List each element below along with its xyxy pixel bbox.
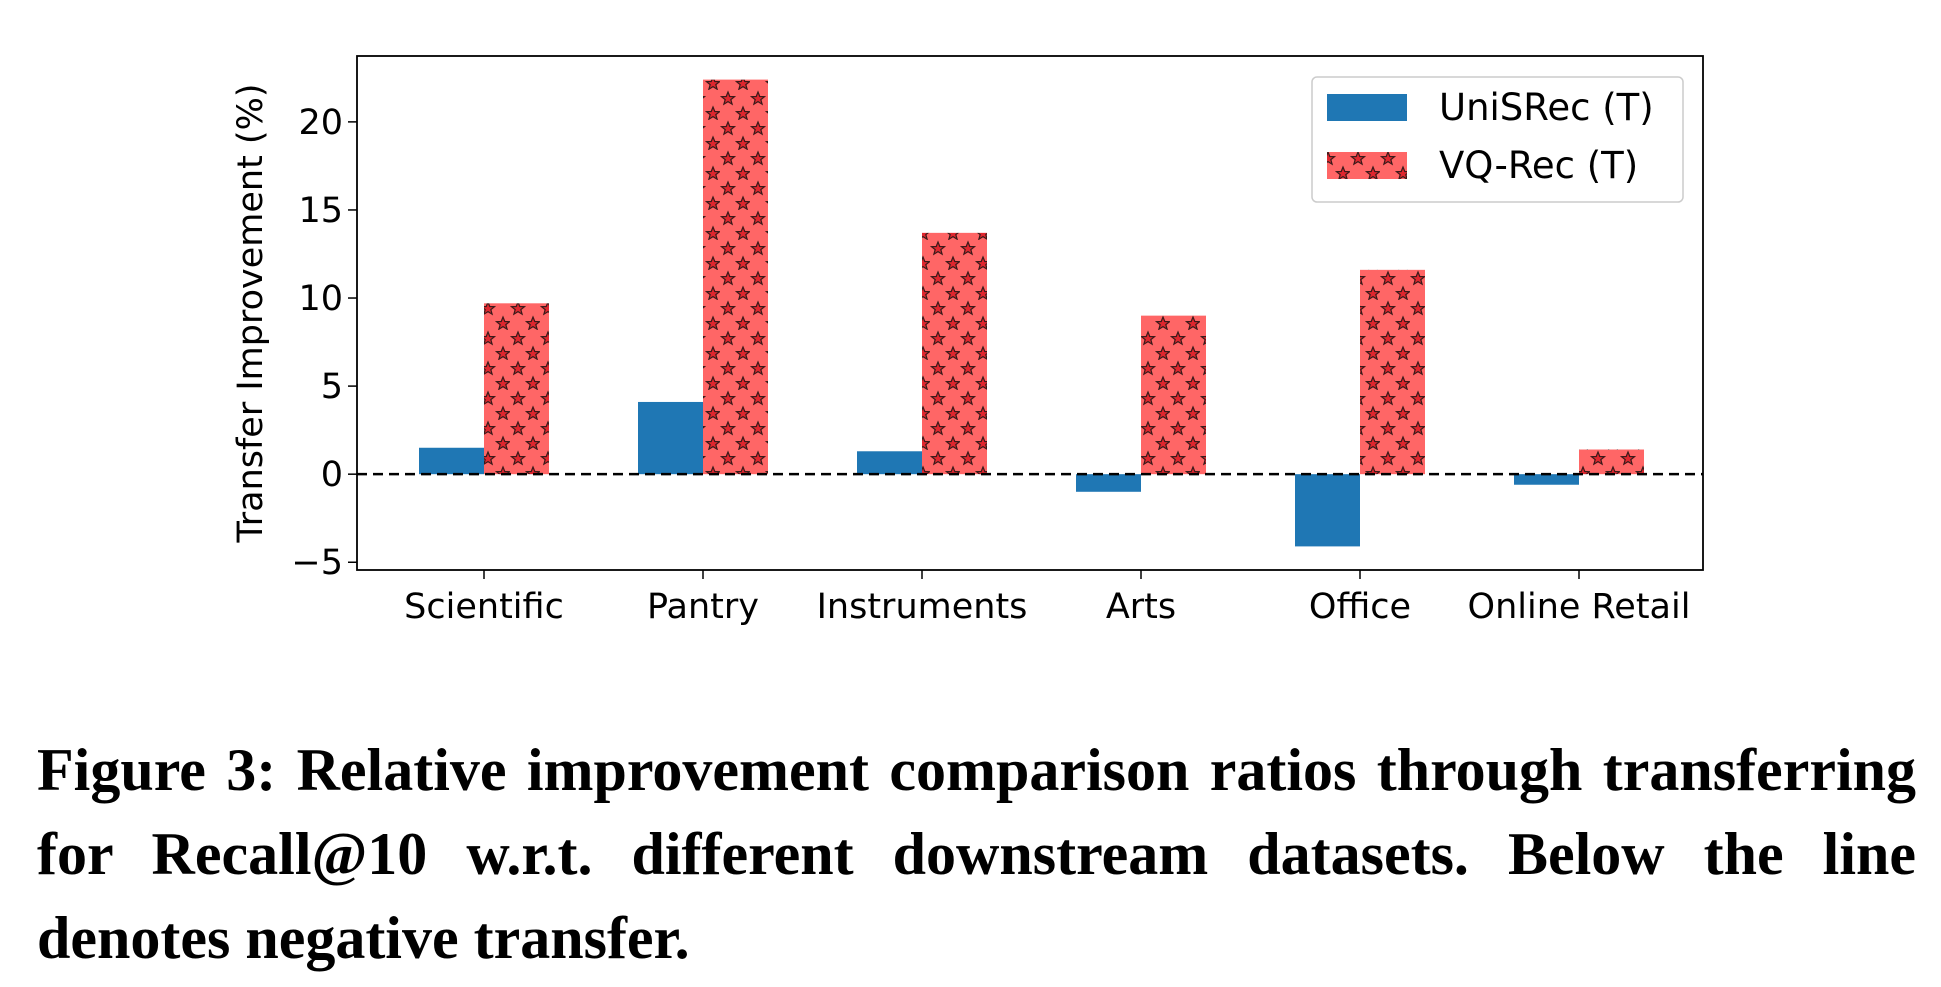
bar [1514, 474, 1579, 485]
bar [703, 79, 768, 475]
x-tick-label: Pantry [647, 587, 759, 627]
bar [484, 303, 549, 475]
y-axis-label: Transfer Improvement (%) [231, 84, 271, 544]
x-tick-label: Scientific [404, 587, 564, 627]
x-tick-label: Arts [1106, 587, 1176, 627]
x-tick-label: Office [1309, 587, 1411, 627]
y-tick-label: 0 [321, 455, 343, 495]
legend-swatch [1327, 152, 1407, 179]
bar [1141, 315, 1206, 475]
bar [1295, 474, 1360, 547]
chart: Transfer Improvement (%) −5 0 5 10 15 20 Scien… [231, 55, 1704, 627]
bar [922, 232, 987, 475]
bar [419, 447, 484, 475]
y-tick-label: 15 [298, 191, 343, 231]
legend-swatch [1327, 94, 1407, 121]
x-tick-label: Instruments [817, 587, 1028, 627]
legend-label: UniSRec (T) [1439, 86, 1654, 129]
y-tick-label: 20 [298, 103, 343, 143]
legend-label: VQ-Rec (T) [1439, 144, 1638, 187]
bar [857, 451, 922, 475]
bar [1579, 449, 1644, 475]
bar [1076, 474, 1141, 492]
bar [638, 401, 703, 475]
y-tick-label: −5 [291, 543, 343, 583]
plot-frame [356, 55, 1704, 571]
y-tick-label: 5 [321, 367, 343, 407]
figure-caption: Figure 3: Relative improvement compariso… [37, 737, 1916, 971]
bar [1360, 269, 1425, 475]
y-tick-label: 10 [298, 279, 343, 319]
x-tick-label: Online Retail [1468, 587, 1691, 627]
